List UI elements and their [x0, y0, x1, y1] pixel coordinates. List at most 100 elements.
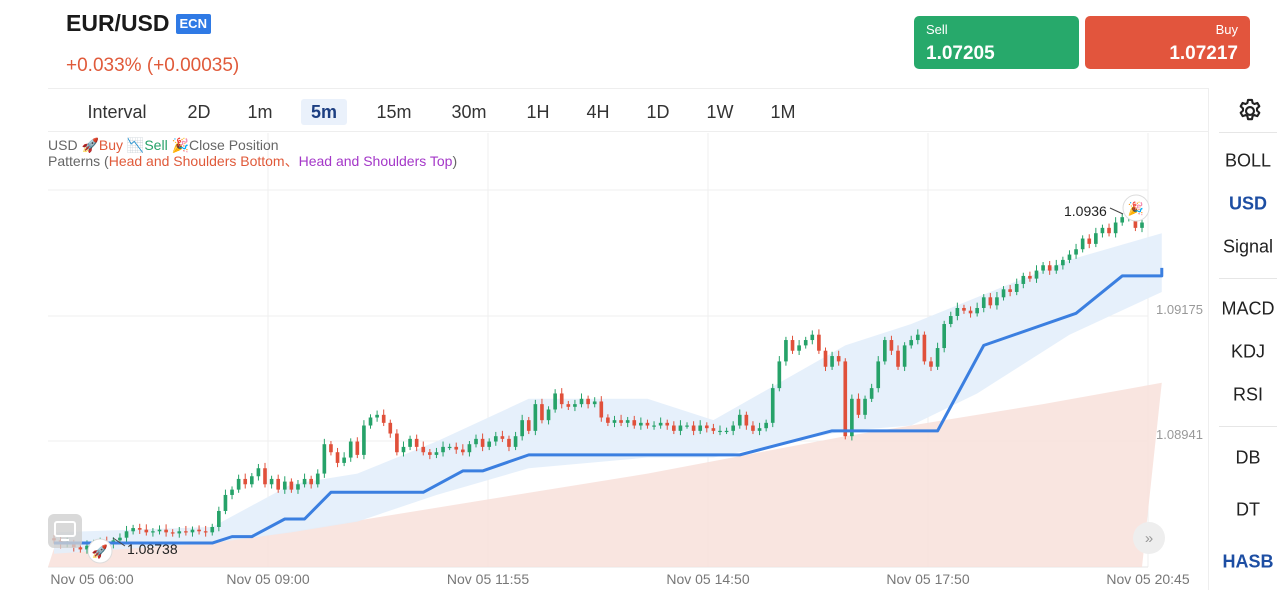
chart-legend: USD 🚀Buy 📉Sell 🎉Close Position Patterns … [48, 137, 457, 169]
candle-body [764, 422, 768, 429]
candle-body [1008, 289, 1012, 292]
candle [1087, 234, 1092, 249]
candle-body [559, 393, 564, 405]
sell-button[interactable]: Sell 1.07205 [914, 16, 1079, 69]
candle-body [942, 324, 947, 349]
interval-1mo[interactable]: 1M [770, 102, 796, 122]
sidebar-item-rsi[interactable]: RSI [1232, 384, 1263, 405]
sidebar-item-db[interactable]: DB [1235, 447, 1261, 468]
x-tick-label: Nov 05 11:55 [447, 571, 529, 587]
candle [289, 478, 294, 493]
candle-body [962, 307, 966, 311]
sidebar-item-signal[interactable]: Signal [1222, 236, 1274, 257]
sidebar-item-boll[interactable]: BOLL [1224, 150, 1272, 171]
candle [902, 342, 907, 372]
candle [315, 469, 320, 488]
candle [1074, 243, 1078, 259]
candle-body [157, 529, 162, 532]
screen-icon[interactable] [48, 514, 82, 548]
candle-body [137, 528, 142, 530]
candle [909, 335, 914, 349]
candle [322, 438, 327, 478]
interval-1w[interactable]: 1W [706, 102, 734, 122]
gear-icon[interactable] [1236, 97, 1264, 125]
sidebar-divider [1219, 278, 1277, 279]
candle [401, 441, 406, 457]
x-tick-label: Nov 05 14:50 [666, 571, 749, 587]
candle [355, 437, 360, 459]
candle [276, 474, 281, 493]
candle [737, 409, 742, 429]
candle-body [289, 481, 294, 490]
candle [672, 421, 676, 435]
symbol-name: EUR/USD [66, 10, 170, 36]
candle [619, 414, 623, 427]
candle [151, 528, 155, 537]
sidebar-item-macd[interactable]: MACD [1221, 298, 1275, 319]
candle-body [217, 510, 221, 528]
sidebar-item-kdj[interactable]: KDJ [1230, 341, 1265, 362]
candle-body [1113, 222, 1118, 234]
candle-body [395, 433, 399, 453]
candle [612, 415, 617, 428]
candle-body [461, 449, 465, 453]
candle-body [342, 457, 346, 463]
candle-body [869, 388, 874, 399]
expand-button[interactable]: » [1133, 522, 1165, 554]
candles [52, 206, 1144, 554]
candle [1094, 227, 1098, 248]
candle-body [368, 417, 373, 426]
candle [269, 475, 274, 489]
candle-body [282, 481, 287, 490]
candle-body [652, 425, 656, 427]
candle-body [948, 316, 953, 325]
candle [889, 335, 894, 355]
candle-body [790, 340, 795, 351]
candle [1047, 260, 1052, 275]
interval-1h[interactable]: 1H [526, 102, 550, 122]
candle-body [751, 425, 755, 431]
buy-button[interactable]: Buy 1.07217 [1085, 16, 1250, 69]
candle [131, 524, 135, 535]
legend-close: Close Position [189, 137, 279, 153]
candle-body [606, 417, 610, 423]
interval-1m[interactable]: 1m [247, 102, 273, 122]
sidebar-item-usd[interactable]: USD [1228, 193, 1267, 214]
interval-2d[interactable]: 2D [187, 102, 211, 122]
candle-body [876, 361, 881, 389]
interval-1d[interactable]: 1D [646, 102, 670, 122]
candle-body [889, 340, 894, 351]
candle [658, 417, 663, 429]
candle [1100, 224, 1105, 238]
candle [863, 395, 867, 420]
interval-5m[interactable]: 5m [300, 99, 348, 125]
candle-body [988, 297, 993, 306]
candle-body [843, 361, 848, 437]
candle-body [1001, 289, 1006, 298]
candle-body [276, 478, 281, 490]
candle-body [322, 444, 327, 474]
candle [823, 347, 828, 372]
candle [797, 340, 801, 355]
interval-15m[interactable]: 15m [376, 102, 412, 122]
candle-body [335, 452, 340, 463]
candle-body [586, 398, 590, 405]
header: EUR/USD ECN +0.033% (+0.00035) Sell 1.07… [0, 0, 1286, 88]
candle [302, 473, 307, 488]
sidebar-item-hasb[interactable]: HASB [1222, 551, 1274, 572]
candle [454, 442, 459, 454]
candle-body [223, 494, 228, 511]
sell-label: Sell [926, 22, 948, 37]
candle-body [619, 420, 623, 423]
candle [606, 414, 610, 427]
sidebar-item-dt[interactable]: DT [1236, 499, 1260, 520]
interval-4h[interactable]: 4H [586, 102, 610, 122]
interval-30m[interactable]: 30m [451, 102, 487, 122]
candle [526, 416, 531, 435]
buy-price: 1.07217 [1169, 43, 1238, 64]
candle [942, 320, 947, 353]
candle [691, 421, 696, 436]
candle-body [592, 401, 597, 405]
x-tick-label: Nov 05 17:50 [886, 571, 969, 587]
